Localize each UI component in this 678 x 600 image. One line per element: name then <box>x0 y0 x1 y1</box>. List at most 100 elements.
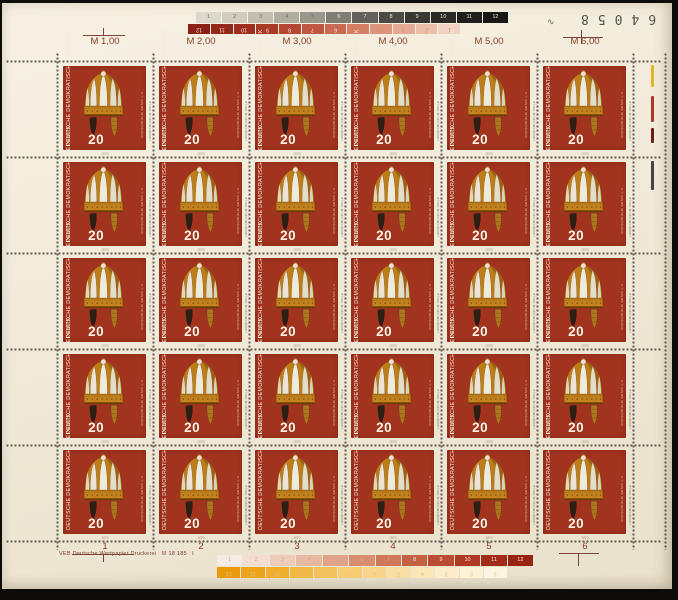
helmet-illustration <box>467 454 507 521</box>
helmet-illustration <box>371 262 411 329</box>
perforation-column <box>152 53 155 550</box>
stamp-year-imprint: 1970 <box>581 536 589 540</box>
helmet-illustration <box>563 358 603 425</box>
stamp: DEUTSCHE DEMOKRATISCHE REPUBLIK SPANGENH… <box>537 221 633 349</box>
helmet-illustration <box>83 262 123 329</box>
register-cross-top-left <box>83 35 125 36</box>
color-bar-number: 10 <box>440 13 447 20</box>
perforation-row <box>6 444 662 447</box>
stamp-year-imprint: 1970 <box>101 344 109 348</box>
perforation-column <box>632 53 635 550</box>
stamp-denomination: 20 <box>184 324 201 339</box>
stamp-country-text: DEUTSCHE DEMOKRATISCHE REPUBLIK <box>65 413 72 530</box>
stamp-denomination: 20 <box>568 516 585 531</box>
stamp-caption-subject: SPANGENHELM UM 500 u. Z. <box>524 282 528 330</box>
color-bar-cell: 4 <box>370 24 392 34</box>
stamp-year-imprint: 1970 <box>293 536 301 540</box>
helmet-illustration <box>179 358 219 425</box>
stamp-country-text: DEUTSCHE DEMOKRATISCHE REPUBLIK <box>353 413 360 530</box>
color-bar-number: 9 <box>265 26 269 33</box>
color-bar-cell: 8 <box>314 567 338 578</box>
helmet-illustration <box>83 358 123 425</box>
color-bar-number: 5 <box>396 570 400 577</box>
stamp: DEUTSCHE DEMOKRATISCHE REPUBLIK SPANGENH… <box>57 317 153 445</box>
column-number: 4 <box>390 541 396 552</box>
register-cross-top-right <box>563 37 603 38</box>
stamp-caption-subject: SPANGENHELM UM 500 u. Z. <box>428 186 432 234</box>
stamp: DEUTSCHE DEMOKRATISCHE REPUBLIK SPANGENH… <box>345 221 441 349</box>
stamp-year-imprint: 1970 <box>581 152 589 156</box>
color-bar-number: 7 <box>386 556 390 563</box>
color-bar-cell: 1 <box>438 24 460 34</box>
stamp-year-imprint: 1970 <box>485 248 493 252</box>
register-cross-top-left-tick <box>103 28 104 36</box>
color-bar-number: 11 <box>218 26 225 33</box>
stamp-denomination: 20 <box>88 516 105 531</box>
column-number: 5 <box>486 541 492 552</box>
stamp-year-imprint: 1970 <box>101 248 109 252</box>
stamp: DEUTSCHE DEMOKRATISCHE REPUBLIK SPANGENH… <box>153 125 249 253</box>
color-bar-cell: 2 <box>459 567 483 578</box>
color-bar-cell: 12 <box>482 12 508 23</box>
color-bar-number: 11 <box>466 13 473 20</box>
color-bar-cell: 10 <box>430 12 456 23</box>
color-bar-cell: 3 <box>435 567 459 578</box>
stamp-year-imprint: 1970 <box>197 536 205 540</box>
color-bar-number: 4 <box>307 556 311 563</box>
margin-value-label: M 6,00 <box>570 36 600 47</box>
color-bar-number: 12 <box>492 13 499 20</box>
stamp: DEUTSCHE DEMOKRATISCHE REPUBLIK SPANGENH… <box>57 29 153 157</box>
color-bar-cell: 10 <box>265 567 289 578</box>
color-bar-number: 9 <box>415 13 419 20</box>
stamp-red-field: DEUTSCHE DEMOKRATISCHE REPUBLIK SPANGENH… <box>159 29 242 150</box>
stamp-year-imprint: 1970 <box>197 248 205 252</box>
color-bar-cell: 1 <box>483 567 507 578</box>
stamp-red-field: DEUTSCHE DEMOKRATISCHE REPUBLIK SPANGENH… <box>447 29 530 150</box>
stamp-caption-subject: SPANGENHELM UM 500 u. Z. <box>140 186 144 234</box>
stamp-caption-subject: SPANGENHELM UM 500 u. Z. <box>332 282 336 330</box>
perforation-row <box>6 156 662 159</box>
stamp: DEUTSCHE DEMOKRATISCHE REPUBLIK SPANGENH… <box>345 29 441 157</box>
color-bar-number: 11 <box>250 570 256 577</box>
stamp-denomination: 20 <box>184 132 201 147</box>
stamp-caption-subject: SPANGENHELM UM 500 u. Z. <box>140 378 144 426</box>
color-bar-cell: 3 <box>392 24 415 34</box>
stamp-denomination: 20 <box>88 228 105 243</box>
color-bar-cell: 11 <box>210 24 233 34</box>
color-bar-cell: 12 <box>188 24 210 34</box>
color-bar-number: 5 <box>311 13 315 20</box>
color-bar-cell: 4 <box>411 567 435 578</box>
stamp-denomination: 20 <box>376 516 393 531</box>
stamp-red-field: DEUTSCHE DEMOKRATISCHE REPUBLIK SPANGENH… <box>543 221 626 342</box>
stamp-denomination: 20 <box>184 516 201 531</box>
stamp-denomination: 20 <box>376 324 393 339</box>
perforation-column <box>664 53 667 550</box>
stamp-caption-subject: SPANGENHELM UM 500 u. Z. <box>140 474 144 522</box>
helmet-illustration <box>371 454 411 521</box>
perforation-row <box>6 348 662 351</box>
color-bar-cell: 12 <box>217 567 241 578</box>
color-bar-cell: 1 <box>217 555 243 566</box>
stamp-year-imprint: 1970 <box>101 536 109 540</box>
stamp-red-field: DEUTSCHE DEMOKRATISCHE REPUBLIK SPANGENH… <box>63 221 146 342</box>
color-bar-number: 10 <box>241 26 248 33</box>
stamp-denomination: 20 <box>568 420 585 435</box>
color-bar-number: 8 <box>389 13 393 20</box>
color-bar-cell: 6 <box>326 12 352 23</box>
stamp-year-imprint: 1970 <box>581 248 589 252</box>
color-bar-number: 6 <box>337 13 341 20</box>
stamp-red-field: DEUTSCHE DEMOKRATISCHE REPUBLIK SPANGENH… <box>447 125 530 246</box>
color-bar-cell: 7 <box>352 12 378 23</box>
color-bar-cell: 2 <box>243 555 269 566</box>
color-bar-number: 7 <box>348 570 352 577</box>
stamp-year-imprint: 1970 <box>293 248 301 252</box>
stamp-denomination: 20 <box>472 516 489 531</box>
stamp: DEUTSCHE DEMOKRATISCHE REPUBLIK SPANGENH… <box>441 317 537 445</box>
stamp-red-field: DEUTSCHE DEMOKRATISCHE REPUBLIK SPANGENH… <box>447 317 530 438</box>
stamp-year-imprint: 1970 <box>389 248 397 252</box>
color-bar-cell: 9 <box>404 12 430 23</box>
stamp-denomination: 20 <box>376 132 393 147</box>
color-bar-cell: 6 <box>324 24 347 34</box>
stamp-red-field: DEUTSCHE DEMOKRATISCHE REPUBLIK SPANGENH… <box>351 29 434 150</box>
